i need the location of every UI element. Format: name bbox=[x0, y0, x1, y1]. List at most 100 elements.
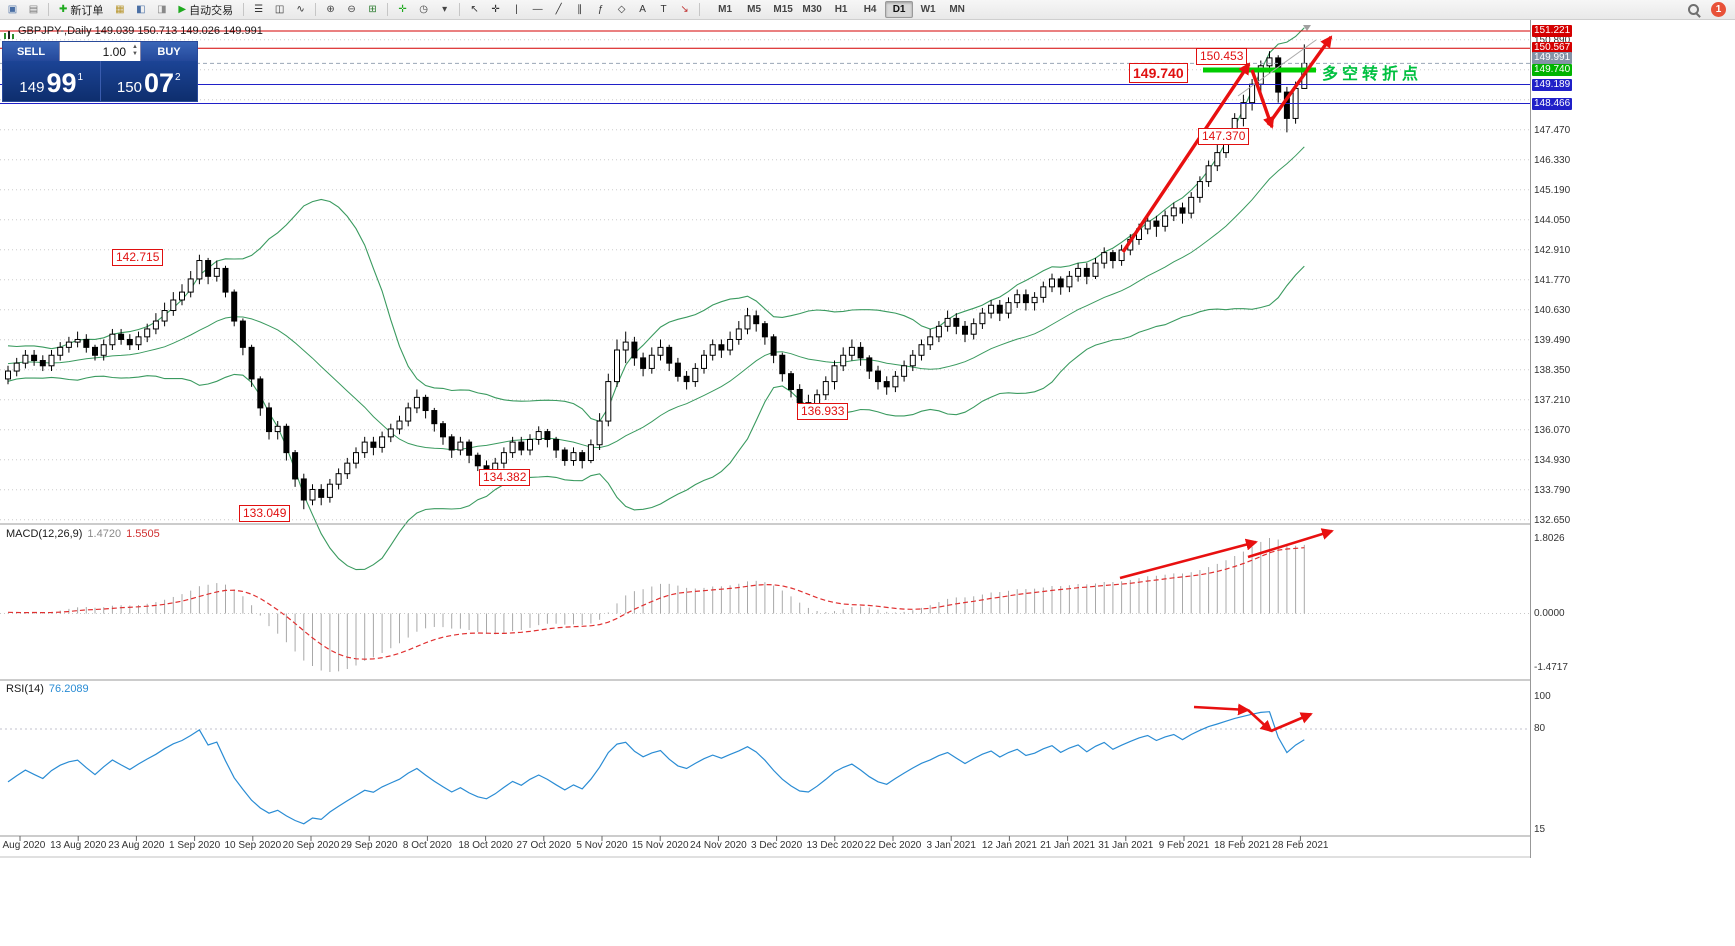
timeframe-m15[interactable]: M15 bbox=[773, 4, 793, 15]
price-axis[interactable]: 1.8026 0.0000 -1.4717 100 80 15 150.890 1… bbox=[1530, 0, 1573, 858]
crosshair-icon[interactable]: ✛ bbox=[486, 2, 505, 18]
toolbar-separator bbox=[387, 3, 389, 16]
navigator-icon[interactable]: ◨ bbox=[152, 2, 171, 18]
pivot-annotation-text[interactable]: 多空转折点 bbox=[1322, 66, 1423, 83]
price-axis-label: 140.630 bbox=[1534, 304, 1571, 316]
crosshair-icon: ✛ bbox=[491, 3, 500, 15]
search-icon[interactable] bbox=[1687, 3, 1701, 17]
bar-chart-icon[interactable]: ☰ bbox=[249, 2, 268, 18]
data-window-icon: ◧ bbox=[136, 3, 146, 15]
volume-down-icon[interactable]: ▼ bbox=[132, 51, 138, 57]
ask-price[interactable]: 150 07 2 bbox=[99, 61, 198, 101]
arrows-layer bbox=[1119, 35, 1334, 733]
price-callout[interactable]: 136.933 bbox=[797, 403, 849, 420]
timeframe-d1[interactable]: D1 bbox=[885, 1, 914, 18]
price-axis-label: 147.470 bbox=[1534, 124, 1571, 136]
zoom-out-icon[interactable]: ⊖ bbox=[342, 2, 361, 18]
autotrading-icon: ▶ bbox=[178, 3, 187, 15]
vline-icon: | bbox=[515, 3, 518, 15]
price-axis-label: 141.770 bbox=[1534, 274, 1571, 286]
volume-field[interactable]: 1.00 ▲ ▼ bbox=[59, 42, 141, 61]
price-axis-label: 145.190 bbox=[1534, 184, 1571, 196]
trendline-icon[interactable]: ╱ bbox=[549, 2, 568, 18]
shapes-icon: ◇ bbox=[617, 3, 626, 15]
templates-icon[interactable]: ▾ bbox=[435, 2, 454, 18]
new-window-icon: ▣ bbox=[7, 3, 18, 15]
bid-pips: 99 bbox=[46, 68, 77, 98]
timeframe-m5[interactable]: M5 bbox=[747, 4, 762, 15]
fibonacci-icon: ƒ bbox=[597, 3, 604, 15]
timeframe-h4[interactable]: H4 bbox=[863, 4, 877, 15]
price-callout[interactable]: 133.049 bbox=[239, 505, 291, 522]
macd-label: MACD(12,26,9) bbox=[6, 528, 83, 540]
text-icon[interactable]: A bbox=[633, 2, 652, 18]
indicators-icon[interactable]: ✛ bbox=[393, 2, 412, 18]
chart-canvas[interactable] bbox=[0, 0, 1568, 860]
bid-price[interactable]: 149 99 1 bbox=[3, 61, 100, 101]
volume-up-icon[interactable]: ▲ bbox=[132, 44, 138, 50]
sell-button[interactable]: SELL bbox=[3, 42, 59, 61]
macd-signal-value: 1.5505 bbox=[126, 528, 160, 540]
timeframe-m30[interactable]: M30 bbox=[802, 4, 822, 15]
timeframe-m1[interactable]: M1 bbox=[718, 4, 733, 15]
macd-axis-top: 1.8026 bbox=[1534, 533, 1565, 544]
price-callout[interactable]: 150.453 bbox=[1196, 48, 1248, 65]
toolbar-separator bbox=[48, 3, 49, 16]
cursor-icon[interactable]: ↖ bbox=[465, 2, 484, 18]
shapes-icon[interactable]: ◇ bbox=[612, 2, 631, 18]
buy-button[interactable]: BUY bbox=[141, 42, 197, 61]
date-axis-label: 9 Feb 2021 bbox=[1158, 840, 1210, 851]
price-axis-label: 133.790 bbox=[1534, 484, 1571, 496]
channel-icon[interactable]: ∥ bbox=[570, 2, 589, 18]
new-window-icon[interactable]: ▣ bbox=[3, 2, 22, 18]
price-callout[interactable]: 134.382 bbox=[479, 469, 531, 486]
date-axis-label: 13 Dec 2020 bbox=[806, 840, 864, 851]
fibonacci-icon[interactable]: ƒ bbox=[591, 2, 610, 18]
new-order-button[interactable]: ✚ 新订单 bbox=[54, 2, 108, 18]
arrows-icon[interactable]: ↘ bbox=[675, 2, 694, 18]
date-axis-label: 15 Nov 2020 bbox=[631, 840, 689, 851]
main-toolbar: ▣ ▤ ✚ 新订单 ▦ ◧ ◨ ▶ 自动交易 ☰ ◫ ∿ ⊕ ⊖ ⊞ ✛ ◷ ▾ ↖ ✛ | — ╱ ∥ ƒ ◇ A T ↘ M1 M5 M… bbox=[0, 0, 1735, 20]
timeframe-mn[interactable]: MN bbox=[949, 4, 965, 15]
price-callout[interactable]: 147.370 bbox=[1198, 128, 1250, 145]
timeframe-h1[interactable]: H1 bbox=[834, 4, 848, 15]
timeframe-w1[interactable]: W1 bbox=[920, 4, 936, 15]
chart-symbol-icon bbox=[4, 27, 15, 45]
price-axis-label: 138.350 bbox=[1534, 364, 1571, 376]
indicators-icon: ✛ bbox=[398, 3, 407, 15]
date-axis-label: 10 Sep 2020 bbox=[224, 840, 282, 851]
zoom-out-icon: ⊖ bbox=[347, 3, 356, 15]
navigator-icon: ◨ bbox=[157, 3, 167, 15]
profiles-icon[interactable]: ▤ bbox=[24, 2, 43, 18]
label-icon[interactable]: T bbox=[654, 2, 673, 18]
tile-windows-icon[interactable]: ⊞ bbox=[363, 2, 382, 18]
volume-stepper[interactable]: ▲ ▼ bbox=[132, 44, 138, 58]
macd-layer bbox=[0, 538, 1530, 672]
cursor-icon: ↖ bbox=[470, 3, 479, 15]
date-axis-label: 4 Aug 2020 bbox=[0, 840, 46, 851]
line-chart-icon[interactable]: ∿ bbox=[291, 2, 310, 18]
periods-icon[interactable]: ◷ bbox=[414, 2, 433, 18]
last-price-label: 149.991 bbox=[1532, 52, 1573, 65]
autotrading-button[interactable]: ▶ 自动交易 bbox=[173, 2, 238, 18]
price-callout[interactable]: 142.715 bbox=[112, 249, 164, 266]
data-window-icon[interactable]: ◧ bbox=[131, 2, 150, 18]
bollinger-layer bbox=[7, 27, 1305, 571]
vline-icon[interactable]: | bbox=[507, 2, 526, 18]
autotrading-button-label: 自动交易 bbox=[189, 4, 234, 17]
date-axis-label: 18 Oct 2020 bbox=[458, 840, 513, 851]
arrows-icon: ↘ bbox=[680, 3, 689, 15]
zoom-in-icon[interactable]: ⊕ bbox=[321, 2, 340, 18]
support-line-1-label: 149.189 bbox=[1532, 78, 1573, 91]
candlestick-icon[interactable]: ◫ bbox=[270, 2, 289, 18]
toolbar-separator bbox=[699, 3, 701, 16]
rsi-axis-level: 80 bbox=[1534, 723, 1546, 734]
price-axis-label: 137.210 bbox=[1534, 394, 1571, 406]
date-axis-label: 29 Sep 2020 bbox=[340, 840, 398, 851]
macd-header: MACD(12,26,9) 1.4720 1.5505 bbox=[6, 528, 160, 540]
price-callout[interactable]: 149.740 bbox=[1129, 63, 1188, 83]
macd-axis-bottom: -1.4717 bbox=[1534, 662, 1568, 673]
hline-icon[interactable]: — bbox=[528, 2, 547, 18]
notification-badge[interactable]: 1 bbox=[1711, 2, 1726, 17]
market-watch-icon[interactable]: ▦ bbox=[110, 2, 129, 18]
